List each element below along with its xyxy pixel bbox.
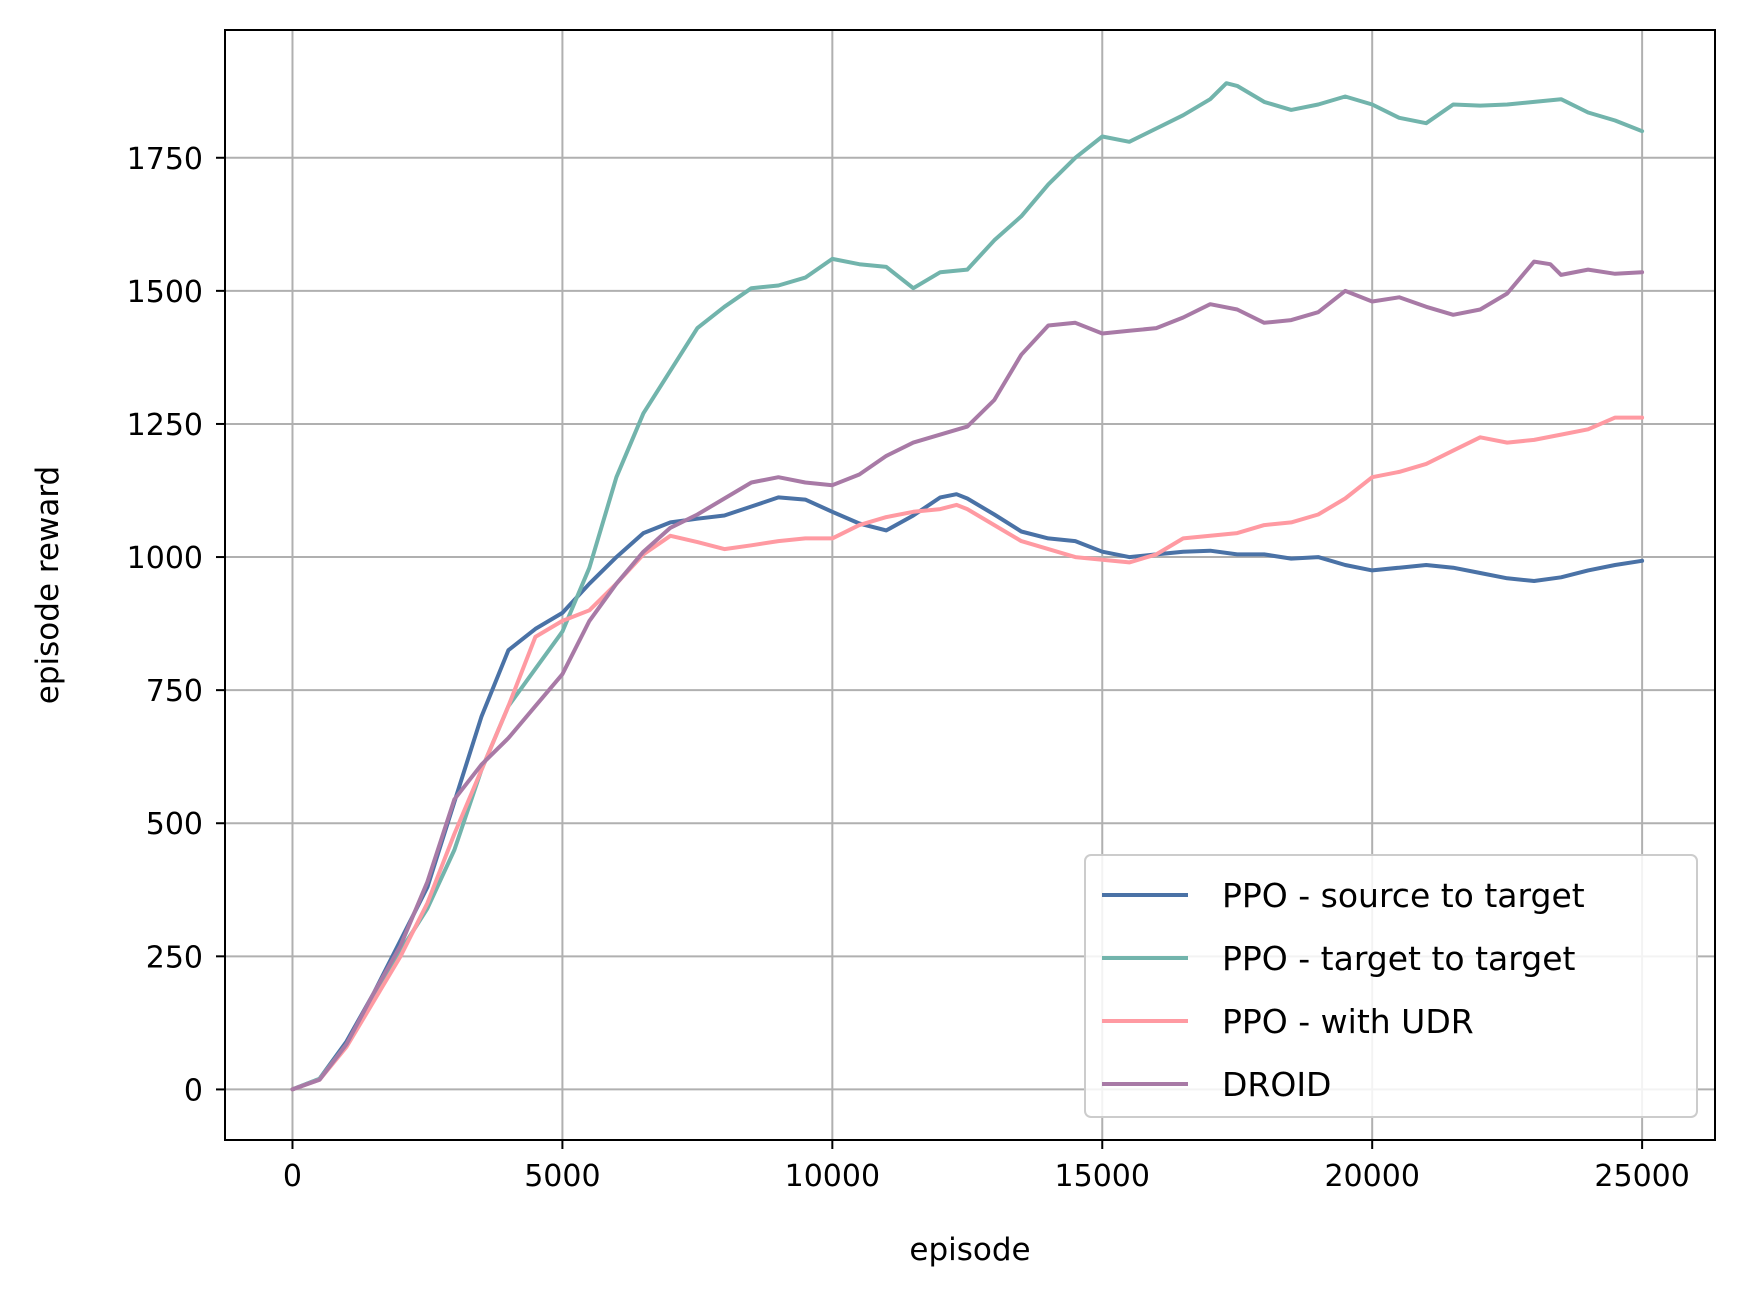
x-axis-label: episode [909,1232,1030,1268]
legend-label: PPO - source to target [1222,876,1585,915]
x-tick-label: 15000 [1055,1159,1150,1194]
ticks: 0 5000 10000 15000 20000 25000 0 250 500 750 1000 1… [127,142,1690,1194]
legend-label: PPO - target to target [1222,939,1576,978]
series-line-1 [290,492,1645,1092]
x-tick-label: 0 [283,1159,302,1194]
y-axis-label: episode reward [30,466,66,704]
y-tick-label: 1250 [127,408,203,443]
x-tick-label: 10000 [785,1159,880,1194]
legend-label: DROID [1222,1065,1331,1104]
plot-frame [224,29,1716,1141]
y-tick-label: 0 [184,1073,203,1108]
legend-label: PPO - with UDR [1222,1002,1474,1041]
x-tick-label: 5000 [524,1159,600,1194]
series-line-4 [290,259,1645,1092]
legend: PPO - source to target PPO - target to ta… [1084,854,1698,1118]
x-tick-label: 20000 [1324,1159,1419,1194]
legend-frame [1084,854,1698,1118]
x-tick-label: 25000 [1594,1159,1689,1194]
y-tick-label: 1000 [127,541,203,576]
y-tick-label: 250 [146,940,203,975]
y-tick-label: 1750 [127,142,203,177]
y-tick-label: 500 [146,807,203,842]
y-tick-label: 750 [146,674,203,709]
series-layer [290,81,1645,1092]
y-tick-label: 1500 [127,275,203,310]
series-line-3 [290,415,1645,1092]
series-line-2 [290,81,1645,1092]
